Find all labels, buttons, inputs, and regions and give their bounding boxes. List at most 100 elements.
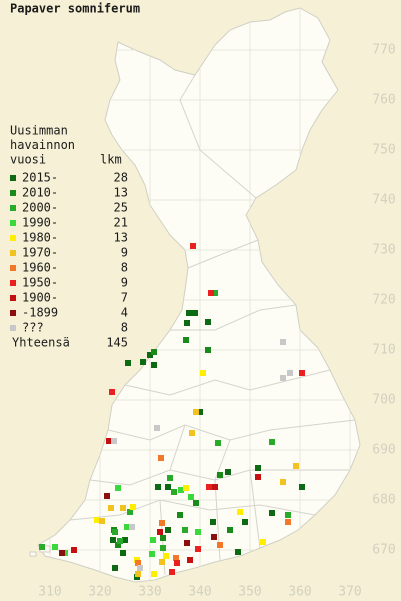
x-tick-label: 320 — [88, 585, 111, 600]
observation — [165, 484, 171, 490]
legend-count: 13 — [114, 186, 128, 200]
legend-count: 25 — [114, 201, 128, 215]
legend-swatch — [10, 205, 16, 211]
region-border — [107, 419, 356, 441]
legend-label: 1980- — [22, 231, 58, 245]
legend-label: 2015- — [22, 171, 58, 185]
legend-count: 9 — [121, 246, 128, 260]
observation — [269, 510, 275, 516]
observation — [112, 565, 118, 571]
legend-heading: Uusimman — [10, 124, 68, 138]
observation — [117, 538, 123, 544]
observation — [211, 534, 217, 540]
observation — [193, 500, 199, 506]
x-tick-label: 360 — [288, 585, 311, 600]
observation — [195, 529, 201, 535]
y-tick-label: 690 — [372, 443, 395, 458]
legend-count: 9 — [121, 276, 128, 290]
observation — [130, 504, 136, 510]
observation — [173, 555, 179, 561]
observation — [197, 409, 203, 415]
legend-swatch — [10, 310, 16, 316]
legend-swatch — [10, 325, 16, 331]
legend-count: 21 — [114, 216, 128, 230]
observation — [215, 440, 221, 446]
observation — [227, 527, 233, 533]
region-border — [169, 424, 186, 471]
observation — [205, 347, 211, 353]
observation — [205, 319, 211, 325]
legend-label: 1950- — [22, 276, 58, 290]
observation — [120, 550, 126, 556]
observation — [192, 310, 198, 316]
y-tick-label: 710 — [372, 343, 395, 358]
observation — [169, 569, 175, 575]
observation — [280, 375, 286, 381]
region-borders — [69, 74, 356, 576]
observation — [174, 560, 180, 566]
observation — [287, 370, 293, 376]
observation — [186, 310, 192, 316]
observation — [59, 550, 65, 556]
legend-count: 28 — [114, 171, 128, 185]
observation — [184, 320, 190, 326]
observation — [147, 352, 153, 358]
observation — [255, 474, 261, 480]
observation — [108, 505, 114, 511]
observation — [193, 409, 199, 415]
observation — [225, 469, 231, 475]
legend-count: 8 — [121, 321, 128, 335]
y-tick-label: 760 — [372, 93, 395, 108]
country-outline — [37, 7, 361, 583]
observation — [94, 517, 100, 523]
observation — [217, 542, 223, 548]
legend-label: 2010- — [22, 186, 58, 200]
observation — [151, 571, 157, 577]
observation — [160, 535, 166, 541]
title: Papaver somniferum — [10, 2, 140, 16]
observation — [190, 243, 196, 249]
observation — [140, 359, 146, 365]
legend-swatch — [10, 265, 16, 271]
observation — [120, 505, 126, 511]
observation — [125, 360, 131, 366]
y-tick-label: 720 — [372, 293, 395, 308]
observation — [115, 542, 121, 548]
legend-label: 2000- — [22, 201, 58, 215]
legend-swatch — [10, 250, 16, 256]
legend-count-heading: lkm — [100, 153, 122, 167]
y-tick-label: 770 — [372, 43, 395, 58]
observation — [99, 518, 105, 524]
observation — [160, 545, 166, 551]
observation — [159, 520, 165, 526]
observation — [188, 494, 194, 500]
observation — [158, 455, 164, 461]
observation — [189, 430, 195, 436]
observation — [52, 544, 58, 550]
legend-label: ??? — [22, 321, 44, 335]
legend-label: 1970- — [22, 246, 58, 260]
x-tick-label: 330 — [138, 585, 161, 600]
observation — [151, 349, 157, 355]
observation — [122, 537, 128, 543]
island — [29, 551, 37, 557]
observation — [242, 519, 248, 525]
observations — [39, 243, 305, 580]
observation — [110, 537, 116, 543]
region-border — [124, 369, 331, 396]
observation — [115, 485, 121, 491]
region-border — [69, 499, 316, 521]
legend-count: 4 — [121, 306, 128, 320]
total-count: 145 — [106, 336, 128, 350]
observation — [269, 439, 275, 445]
observation — [299, 370, 305, 376]
observation — [187, 557, 193, 563]
legend-swatch — [10, 220, 16, 226]
observation — [111, 438, 117, 444]
legend-label: 1960- — [22, 261, 58, 275]
observation — [151, 362, 157, 368]
observation — [182, 527, 188, 533]
observation — [177, 512, 183, 518]
observation — [285, 519, 291, 525]
